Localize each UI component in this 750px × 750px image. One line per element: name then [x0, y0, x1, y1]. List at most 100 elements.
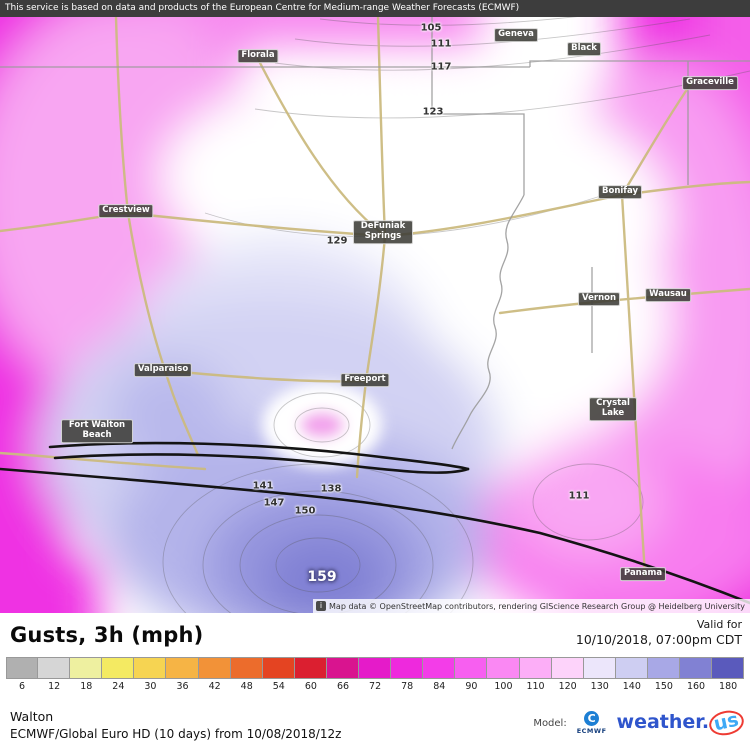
ecmwf-logo[interactable]: C ECMWF — [577, 711, 607, 735]
scale-cell: 6 — [6, 657, 39, 692]
contour-label: 117 — [430, 61, 452, 73]
brand-weather-text: weather. — [616, 711, 710, 734]
scale-swatch — [37, 657, 71, 679]
town-label-panama: Panama — [619, 567, 667, 581]
contour-label: 129 — [326, 235, 348, 247]
scale-value: 160 — [686, 681, 706, 692]
scale-value: 54 — [272, 681, 285, 692]
info-icon[interactable]: i — [316, 601, 327, 611]
scale-cell: 42 — [197, 657, 231, 692]
valid-time: 10/10/2018, 07:00pm CDT — [575, 632, 742, 647]
scale-value: 120 — [558, 681, 577, 692]
scale-swatch — [711, 657, 745, 679]
scale-swatch — [614, 657, 648, 679]
scale-swatch — [165, 657, 199, 679]
town-label-valparaiso: Valparaiso — [133, 363, 193, 377]
scale-swatch — [101, 657, 135, 679]
contour-label: 111 — [568, 490, 590, 502]
town-label-crestview: Crestview — [98, 204, 154, 218]
scale-cell: 78 — [390, 657, 424, 692]
scale-cell: 150 — [646, 657, 680, 692]
scale-swatch — [454, 657, 488, 679]
contour-label: 150 — [294, 505, 316, 517]
scale-value: 140 — [622, 681, 641, 692]
ecmwf-notice-bar: This service is based on data and produc… — [0, 0, 750, 17]
scale-value: 150 — [654, 681, 673, 692]
town-label-defuniak-springs: DeFuniak Springs — [353, 220, 413, 244]
contour-label: 111 — [430, 38, 452, 50]
scale-cell: 36 — [165, 657, 199, 692]
scale-value: 24 — [112, 681, 125, 692]
scale-cell: 30 — [133, 657, 167, 692]
page-title: Gusts, 3h (mph) — [10, 623, 204, 647]
model-label: Model: — [533, 717, 567, 729]
scale-cell: 54 — [261, 657, 295, 692]
scale-swatch — [550, 657, 584, 679]
contour-label: 141 — [252, 480, 274, 492]
local-minimum-spot — [262, 383, 382, 467]
scale-value: 12 — [48, 681, 61, 692]
coastline — [0, 441, 750, 605]
scale-swatch — [422, 657, 456, 679]
scale-value: 130 — [590, 681, 609, 692]
town-label-fort-walton-beach: Fort Walton Beach — [61, 419, 133, 443]
scale-value: 18 — [80, 681, 93, 692]
scale-cell: 48 — [229, 657, 263, 692]
scale-cell: 100 — [486, 657, 520, 692]
scale-value: 180 — [719, 681, 738, 692]
ecmwf-notice-text: This service is based on data and produc… — [5, 3, 520, 13]
scale-swatch — [197, 657, 231, 679]
scale-cell: 12 — [37, 657, 71, 692]
valid-for-label: Valid for — [696, 618, 742, 631]
scale-cell: 160 — [678, 657, 713, 692]
model-run-line: ECMWF/Global Euro HD (10 days) from 10/0… — [10, 727, 342, 741]
town-label-freeport: Freeport — [340, 373, 390, 387]
scale-value: 100 — [494, 681, 513, 692]
scale-value: 78 — [401, 681, 414, 692]
town-label-bonifay: Bonifay — [598, 185, 642, 199]
scale-swatch — [325, 657, 360, 679]
scale-swatch — [6, 657, 39, 679]
scale-swatch — [390, 657, 424, 679]
scale-swatch — [678, 657, 713, 679]
scale-value: 36 — [176, 681, 189, 692]
scale-cell: 72 — [358, 657, 392, 692]
scale-value: 90 — [465, 681, 478, 692]
scale-cell: 140 — [614, 657, 648, 692]
scale-value: 84 — [433, 681, 446, 692]
scale-swatch — [486, 657, 520, 679]
scale-value: 60 — [304, 681, 317, 692]
town-label-graceville: Graceville — [682, 76, 738, 90]
brand-us-text: us — [707, 707, 747, 739]
weather-us-logo[interactable]: weather. us — [616, 707, 747, 739]
contour-label: 138 — [320, 483, 342, 495]
contour-label-max: 159 — [307, 569, 337, 585]
valid-time-block: Valid for 10/10/2018, 07:00pm CDT — [576, 618, 742, 647]
scale-swatch — [293, 657, 327, 679]
scale-value: 66 — [336, 681, 350, 692]
scale-swatch — [582, 657, 616, 679]
gust-field-svg — [0, 17, 750, 613]
scale-swatch — [261, 657, 295, 679]
scale-value: 110 — [526, 681, 545, 692]
roads — [0, 17, 750, 577]
scale-swatch — [229, 657, 263, 679]
map-attribution-text: Map data © OpenStreetMap contributors, r… — [329, 601, 745, 611]
map-attribution: i Map data © OpenStreetMap contributors,… — [313, 599, 750, 613]
scale-value: 6 — [19, 681, 26, 692]
gust-map[interactable]: Florala Geneva Black Graceville Crestvie… — [0, 17, 750, 613]
scale-swatch — [358, 657, 392, 679]
scale-value: 30 — [144, 681, 157, 692]
scale-swatch — [646, 657, 680, 679]
scale-swatch — [518, 657, 552, 679]
ecmwf-logo-text: ECMWF — [576, 727, 607, 735]
chart-footer-panel: Gusts, 3h (mph) Valid for 10/10/2018, 07… — [0, 613, 750, 750]
contour-label: 105 — [420, 22, 442, 34]
region-label: Walton — [10, 709, 54, 724]
scale-value: 42 — [208, 681, 221, 692]
scale-cell: 90 — [454, 657, 488, 692]
scale-cell: 24 — [101, 657, 135, 692]
town-label-black: Black — [567, 42, 601, 56]
ecmwf-icon: C — [584, 711, 600, 726]
